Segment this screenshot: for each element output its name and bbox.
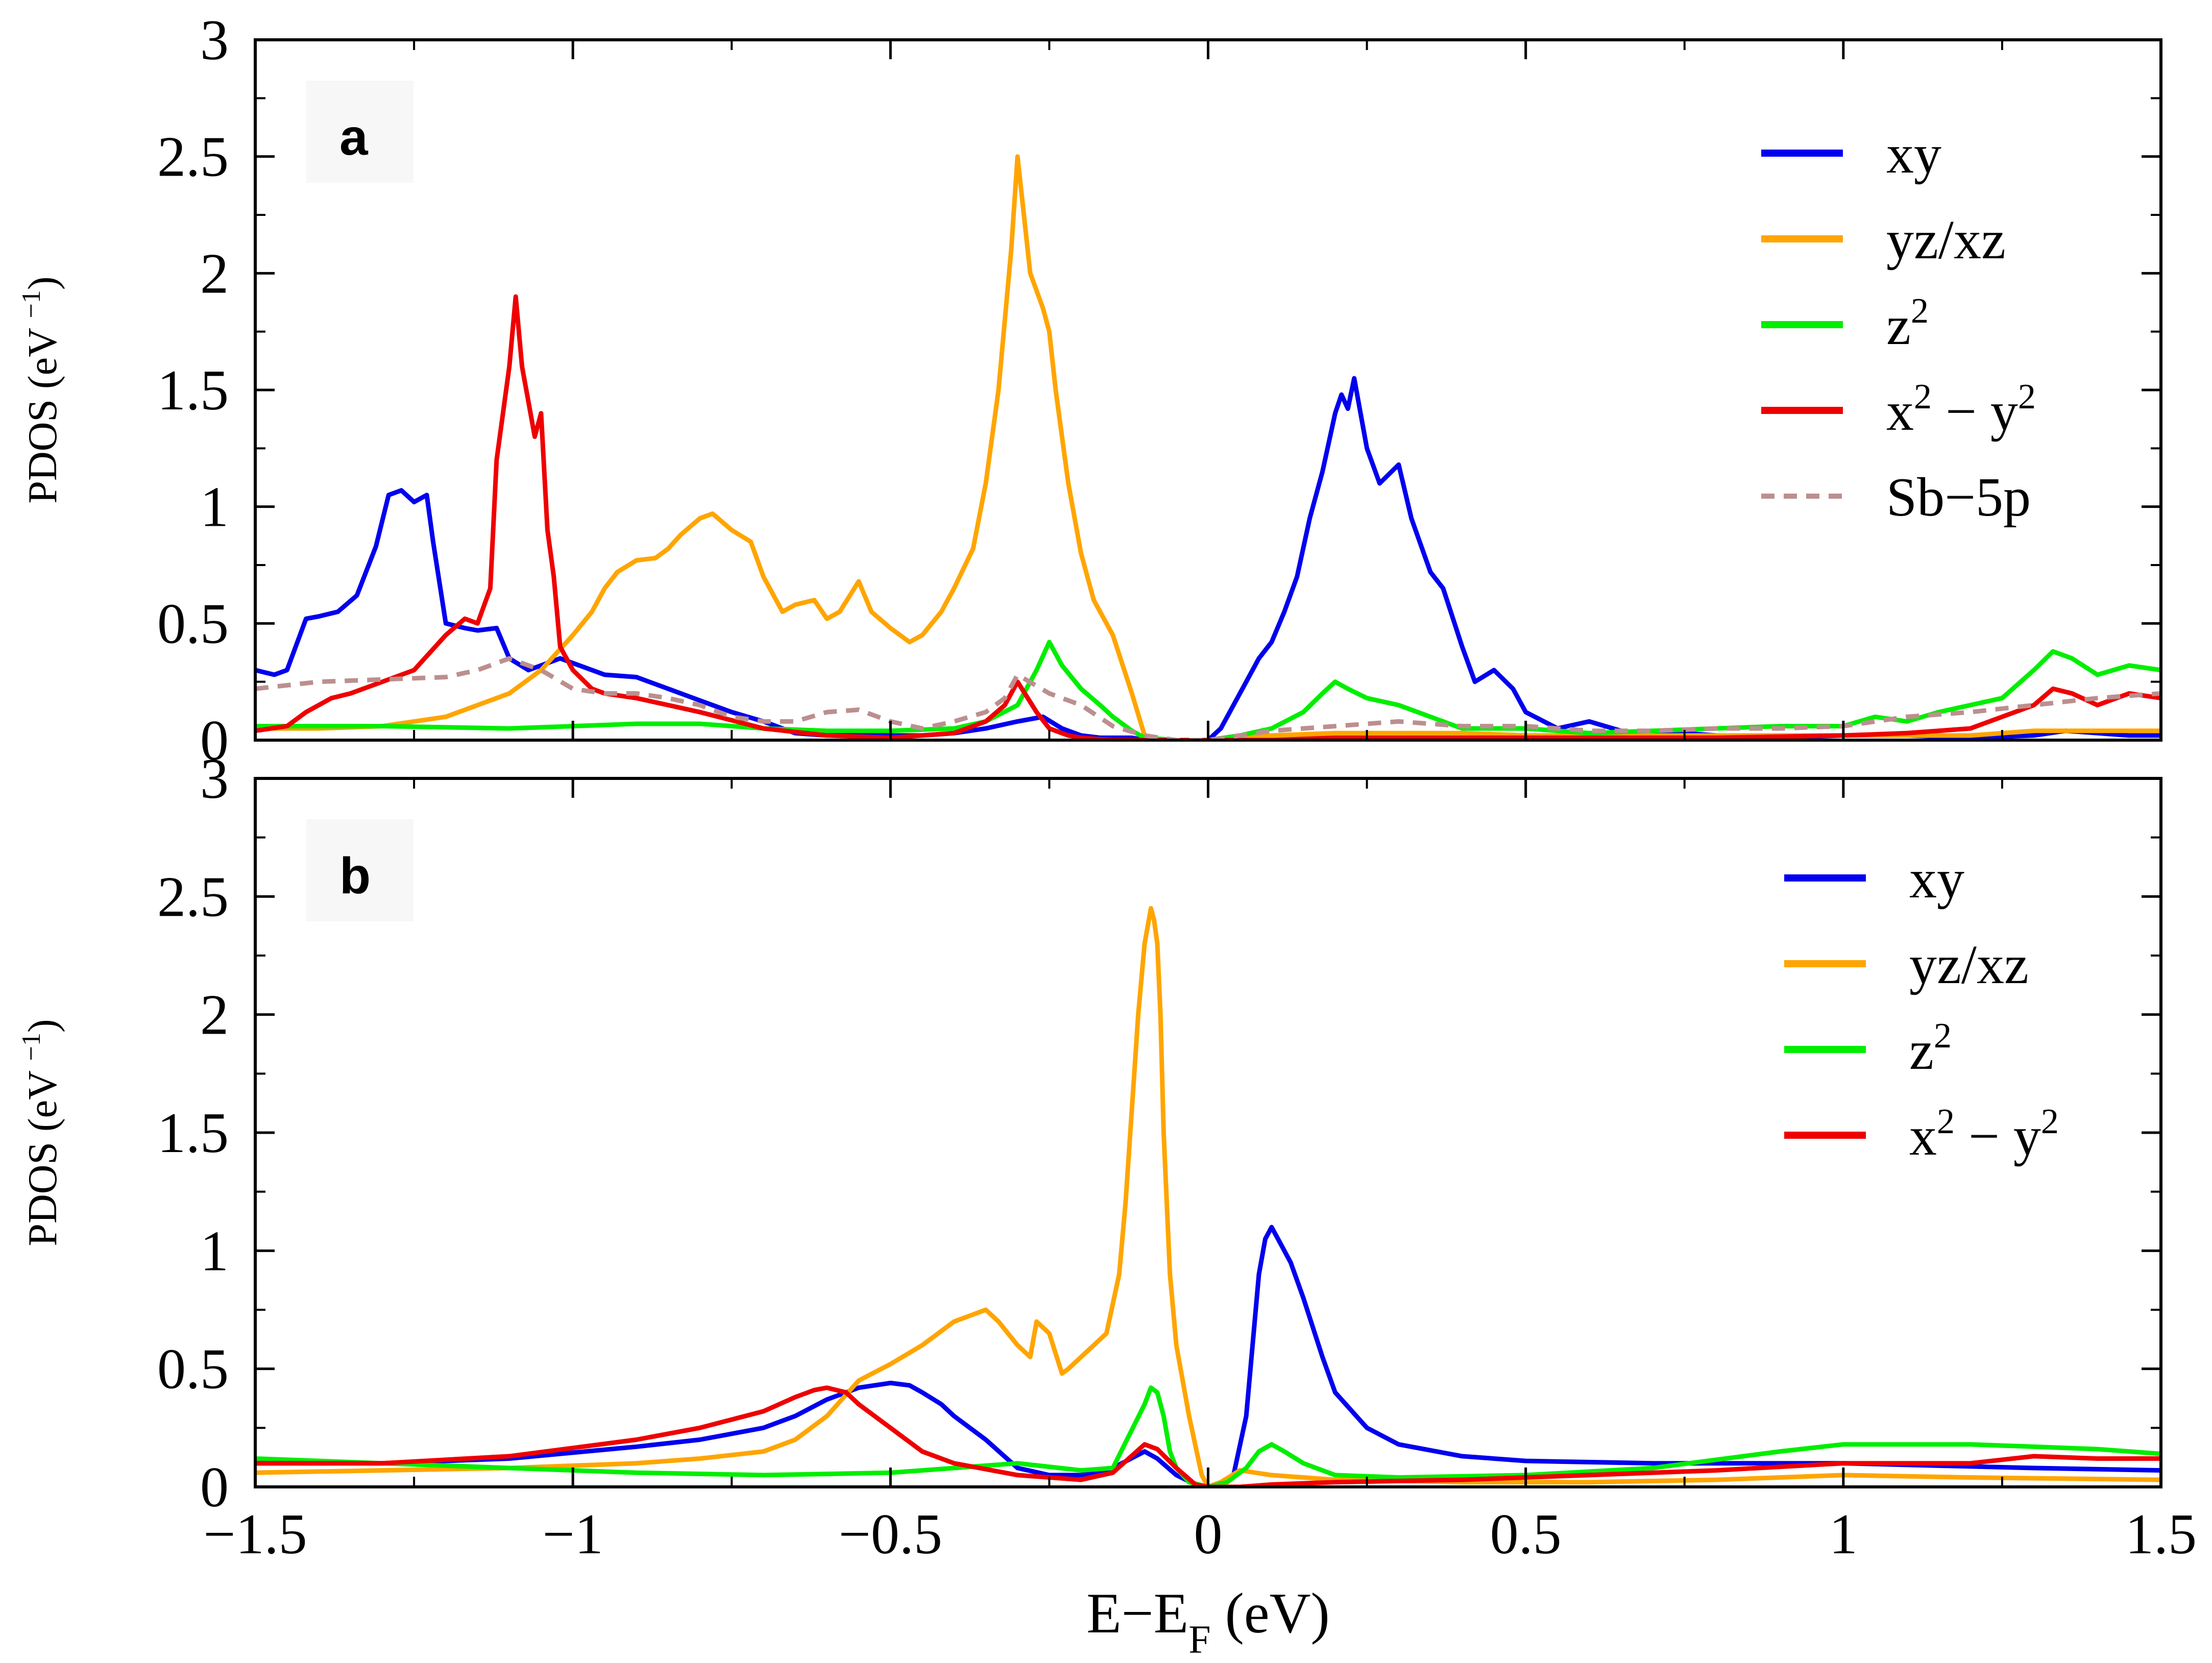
panel-label-box (306, 81, 414, 183)
series-line-xy (255, 1225, 2161, 1487)
series-group (255, 906, 2161, 1487)
y-tick-label: 3 (200, 747, 229, 811)
legend-label: z2 (1886, 291, 1929, 356)
x-tick-label: 0 (1194, 1503, 1223, 1566)
y-tick-label: 1 (200, 476, 229, 539)
y-tick-label: 2.5 (157, 865, 229, 928)
y-tick-label: 3 (200, 9, 229, 72)
legend-label: xy (1909, 849, 1964, 910)
legend-label: z2 (1909, 1016, 1952, 1081)
legend-label: xy (1886, 124, 1941, 185)
panel-a: 0 0.5 1 1.5 2 2.5 3 PDOS (eV −1) a xy yz/xz z2 x2 − … (17, 9, 2162, 772)
legend-label: yz/xz (1909, 935, 2029, 995)
x-tick-label: −1.5 (203, 1503, 307, 1566)
legend-label: Sb−5p (1886, 467, 2031, 528)
panel-label: b (339, 847, 371, 904)
y-tick-label: 1.5 (157, 1102, 229, 1165)
y-tick-label: 2 (200, 984, 229, 1047)
plot-frame (254, 38, 2162, 742)
legend-label: x2 − y2 (1909, 1102, 2059, 1167)
x-axis-label: E−EF (eV) (1086, 1582, 1330, 1661)
y-tick-label: 0.5 (157, 592, 229, 655)
series-group (255, 154, 2161, 740)
x-tick-label: −0.5 (839, 1503, 942, 1566)
y-axis-label: PDOS (eV −1) (17, 1019, 65, 1246)
y-tick-label: 1 (200, 1219, 229, 1283)
series-line-x2-y2 (255, 1385, 2161, 1487)
series-line-sb-5p (255, 656, 2161, 740)
series-line-x2-y2 (255, 294, 2161, 740)
panel-b: −1.5 −1 −0.5 0 0.5 1 1.5 0 0.5 1 1.5 2 2.5 3 PDOS (eV … (17, 747, 2197, 1661)
y-tick-label: 1.5 (157, 359, 229, 422)
y-tick-label: 0.5 (157, 1338, 229, 1401)
y-tick-label: 0 (200, 709, 229, 772)
plot-frame (254, 777, 2162, 1488)
series-line-xy (255, 376, 2161, 740)
y-tick-label: 2 (200, 242, 229, 305)
legend: xy yz/xz z2 x2 − y2 (1784, 849, 2059, 1167)
panel-label: a (339, 109, 369, 166)
x-tick-label: 0.5 (1490, 1503, 1562, 1566)
series-line-yz-xz (255, 906, 2161, 1487)
legend-label: yz/xz (1886, 210, 2006, 271)
series-line-z2 (255, 1385, 2161, 1487)
y-tick-label: 2.5 (157, 126, 229, 189)
legend-label: x2 − y2 (1886, 377, 2036, 442)
y-axis-label: PDOS (eV −1) (17, 277, 65, 504)
x-tick-label: −1 (543, 1503, 603, 1566)
x-tick-label: 1 (1829, 1503, 1858, 1566)
y-tick-label: 0 (200, 1456, 229, 1519)
x-tick-label: 1.5 (2125, 1503, 2197, 1566)
legend: xy yz/xz z2 x2 − y2 Sb−5p (1761, 124, 2036, 528)
panel-label-box (306, 819, 414, 921)
